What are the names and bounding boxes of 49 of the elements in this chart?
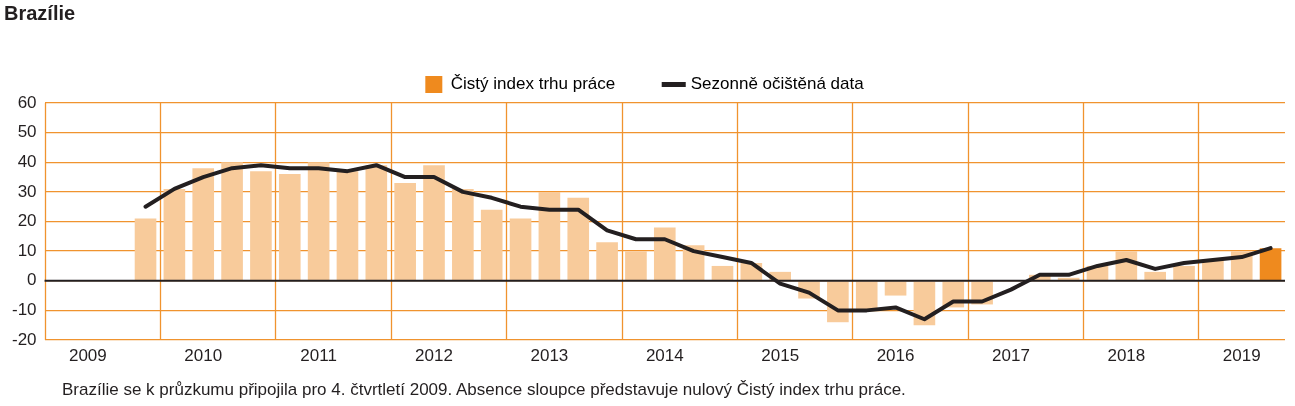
bar (1259, 248, 1282, 281)
bar (307, 162, 330, 281)
bar (538, 191, 561, 281)
bar (1144, 271, 1167, 281)
x-tick-label: 2019 (1222, 346, 1261, 366)
bar (452, 188, 474, 281)
y-tick-label: 0 (27, 270, 37, 290)
x-tick-label: 2015 (761, 346, 800, 366)
y-tick-label: 20 (17, 211, 37, 231)
bar (509, 218, 532, 281)
bar (423, 165, 445, 281)
bar (480, 209, 503, 281)
bar (596, 242, 618, 281)
bar (884, 281, 907, 296)
bar (192, 168, 215, 281)
bar (336, 171, 359, 281)
x-tick-label: 2013 (530, 346, 569, 366)
bar (221, 162, 243, 281)
y-tick-label: -20 (11, 329, 37, 349)
x-tick-label: 2012 (415, 346, 453, 366)
bar (250, 171, 272, 281)
legend-label: Sezonně očištěná data (690, 74, 865, 94)
x-tick-label: 2017 (992, 346, 1030, 366)
x-tick-label: 2010 (184, 346, 223, 366)
y-tick-label: 40 (17, 151, 37, 171)
bar (394, 182, 416, 281)
bar (278, 174, 301, 281)
y-tick-label: 60 (17, 92, 37, 112)
bar (653, 227, 676, 281)
y-tick-label: 10 (17, 240, 37, 260)
x-tick-label: 2016 (876, 346, 915, 366)
bar (567, 197, 590, 281)
x-tick-label: 2018 (1107, 346, 1146, 366)
y-tick-label: 50 (17, 122, 37, 142)
x-tick-label: 2009 (68, 346, 107, 366)
bar (1202, 260, 1224, 281)
text: Brazílie se k průzkumu připojila pro 4. čtvrtletí 2009. Absence sloupce představuje nulový Čistý index trhu práce. (62, 380, 906, 400)
y-tick-label: -10 (11, 300, 37, 320)
bar (711, 265, 734, 281)
x-tick-label: 2014 (645, 346, 684, 366)
x-tick-label: 2011 (300, 346, 337, 366)
legend-label: Čistý index trhu práce (450, 74, 616, 94)
bar (163, 188, 186, 281)
chart-title: Brazílie (4, 1, 76, 24)
bar (134, 218, 157, 281)
bar (625, 251, 647, 281)
y-tick-label: 30 (17, 181, 37, 201)
bar (365, 165, 388, 281)
bar (1173, 265, 1195, 281)
